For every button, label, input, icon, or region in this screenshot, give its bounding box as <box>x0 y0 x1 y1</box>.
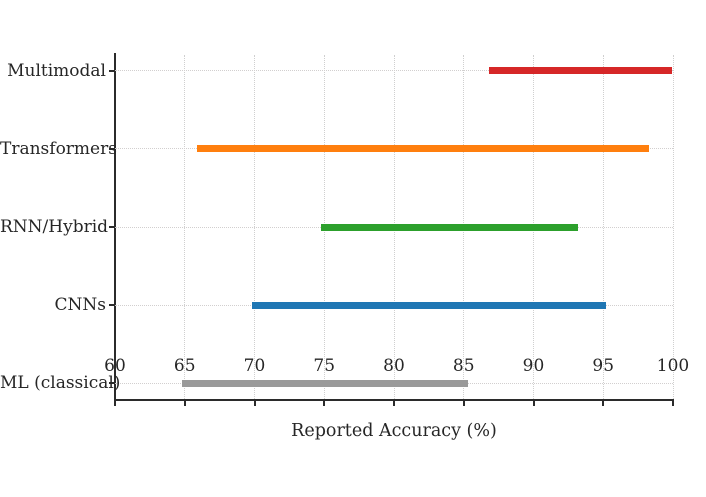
y-category-label: RNN/Hybrid <box>0 217 109 237</box>
x-tick-label: 95 <box>592 356 615 376</box>
y-category-label: Multimodal <box>7 60 106 81</box>
x-tick-label: 70 <box>243 356 266 376</box>
x-tick-mark <box>462 401 465 406</box>
y-tick-mark <box>109 304 115 307</box>
range-bar-rnn-hybrid <box>321 223 579 231</box>
range-bar-ml-classical- <box>181 379 468 387</box>
x-tick-label: 80 <box>383 356 405 376</box>
y-tick-mark <box>109 147 115 150</box>
x-tick-label: 60 <box>104 356 126 376</box>
y-tick-mark <box>109 382 115 385</box>
x-tick-label: 75 <box>313 356 336 376</box>
x-tick-mark <box>532 401 535 406</box>
x-tick-mark <box>323 401 326 406</box>
y-tick-mark <box>109 226 115 228</box>
x-tick-mark <box>114 401 116 406</box>
x-tick-mark <box>183 401 186 406</box>
range-bar-multimodal <box>488 67 672 75</box>
y-category-label: ML (classical) <box>0 373 121 394</box>
x-tick-label: 65 <box>173 356 196 376</box>
range-bar-transformers <box>197 145 650 153</box>
x-axis-spine <box>114 399 674 401</box>
vertical-gridline <box>672 55 674 399</box>
x-tick-mark <box>393 401 395 406</box>
x-tick-label: 90 <box>522 356 545 376</box>
x-tick-label: 85 <box>452 356 475 376</box>
plot-area <box>109 53 674 406</box>
y-category-label: Transformers <box>0 138 117 159</box>
x-tick-mark <box>253 401 256 406</box>
horizontal-gridline <box>115 70 673 72</box>
x-tick-label: 100 <box>656 356 690 376</box>
x-tick-mark <box>602 401 605 406</box>
x-axis-title: Reported Accuracy (%) <box>291 421 497 441</box>
x-tick-mark <box>672 401 674 406</box>
y-category-label: CNNs <box>54 295 106 316</box>
range-bar-cnns <box>251 301 607 309</box>
y-tick-mark <box>109 69 115 72</box>
